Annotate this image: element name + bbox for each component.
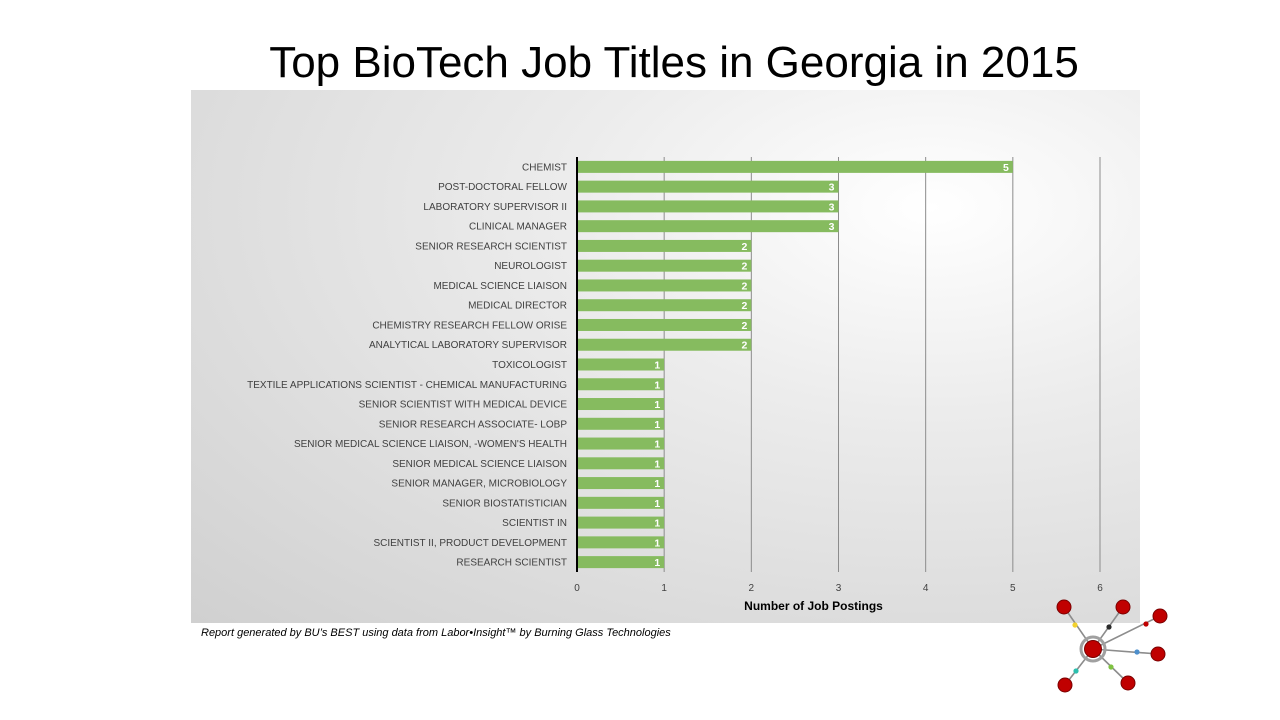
x-tick-label: 2: [749, 583, 755, 594]
category-label: SENIOR MEDICAL SCIENCE LIAISON, -WOMEN'S…: [294, 439, 567, 450]
category-label: SENIOR BIOSTATISTICIAN: [442, 498, 567, 509]
bar: [577, 279, 752, 292]
bar: [577, 338, 752, 351]
logo-dot: [1134, 649, 1140, 655]
category-label: CLINICAL MANAGER: [469, 222, 567, 233]
bar: [577, 160, 1013, 173]
bar: [577, 180, 839, 193]
data-label: 2: [741, 280, 747, 292]
category-label: TOXICOLOGIST: [492, 360, 567, 371]
x-tick-label: 0: [574, 583, 580, 594]
bar: [577, 417, 665, 430]
logo-hub: [1084, 640, 1102, 658]
bar: [577, 496, 665, 509]
data-label: 1: [654, 537, 660, 549]
logo-dot: [1108, 664, 1114, 670]
bar: [577, 358, 665, 371]
logo-dot: [1143, 621, 1149, 627]
logo-node: [1152, 608, 1168, 624]
data-label: 5: [1003, 162, 1009, 174]
category-label: SENIOR RESEARCH ASSOCIATE- LOBP: [379, 419, 568, 430]
data-label: 1: [654, 478, 660, 490]
category-label: LABORATORY SUPERVISOR II: [423, 202, 567, 213]
data-label: 3: [829, 201, 835, 213]
logo-dot: [1073, 668, 1079, 674]
data-label: 3: [829, 221, 835, 233]
category-label: CHEMISTRY RESEARCH FELLOW ORISE: [372, 320, 567, 331]
bar: [577, 259, 752, 272]
chart-panel: CHEMIST 5 POST-DOCTORAL FELLOW 3 LABORATORY …: [191, 90, 1140, 623]
bar: [577, 220, 839, 233]
logo-node: [1120, 675, 1136, 691]
bar: [577, 457, 665, 470]
page-title: Top BioTech Job Titles in Georgia in 201…: [269, 38, 1079, 87]
bar: [577, 437, 665, 450]
bar: [577, 239, 752, 252]
x-tick-label: 1: [661, 583, 667, 594]
data-label: 1: [654, 439, 660, 451]
category-label: MEDICAL SCIENCE LIAISON: [433, 281, 567, 292]
category-label: CHEMIST: [522, 162, 567, 173]
bar: [577, 477, 665, 490]
data-label: 1: [654, 379, 660, 391]
x-tick-label: 5: [1010, 583, 1016, 594]
data-label: 1: [654, 458, 660, 470]
bar: [577, 536, 665, 549]
data-label: 1: [654, 498, 660, 510]
bar: [577, 378, 665, 391]
x-tick-label: 3: [836, 583, 842, 594]
x-tick-label: 6: [1097, 583, 1103, 594]
data-label: 2: [741, 241, 747, 253]
x-tick-label: 4: [923, 583, 929, 594]
category-label: SCIENTIST IN: [502, 518, 567, 529]
category-label: ANALYTICAL LABORATORY SUPERVISOR: [369, 340, 567, 351]
category-label: SENIOR MANAGER, MICROBIOLOGY: [391, 479, 567, 490]
bar: [577, 200, 839, 213]
logo-dot: [1072, 622, 1078, 628]
logo-dot: [1106, 624, 1112, 630]
data-label: 1: [654, 518, 660, 530]
bar: [577, 299, 752, 312]
bar: [577, 318, 752, 331]
data-label: 2: [741, 340, 747, 352]
logo-node: [1150, 646, 1166, 662]
logo-hub-ring: [1079, 635, 1107, 663]
category-label: MEDICAL DIRECTOR: [468, 301, 567, 312]
bar: [577, 398, 665, 411]
category-label: TEXTILE APPLICATIONS SCIENTIST - CHEMICA…: [247, 380, 567, 391]
category-label: POST-DOCTORAL FELLOW: [438, 182, 567, 193]
category-label: SENIOR RESEARCH SCIENTIST: [415, 241, 567, 252]
data-label: 2: [741, 320, 747, 332]
data-label: 2: [741, 261, 747, 273]
logo-node: [1057, 677, 1073, 693]
bar: [577, 516, 665, 529]
data-label: 1: [654, 419, 660, 431]
x-axis-title: Number of Job Postings: [744, 599, 883, 613]
category-label: SENIOR SCIENTIST WITH MEDICAL DEVICE: [359, 400, 568, 411]
data-label: 2: [741, 300, 747, 312]
data-label: 1: [654, 557, 660, 569]
logo-node: [1115, 599, 1131, 615]
category-label: SCIENTIST II, PRODUCT DEVELOPMENT: [373, 538, 567, 549]
data-label: 1: [654, 360, 660, 372]
data-label: 3: [829, 182, 835, 194]
bar: [577, 556, 665, 569]
network-hub-logo-icon: [1056, 599, 1168, 693]
category-label: RESEARCH SCIENTIST: [456, 558, 567, 569]
footer-note: Report generated by BU’s BEST using data…: [201, 627, 671, 639]
category-label: SENIOR MEDICAL SCIENCE LIAISON: [392, 459, 567, 470]
logo-node: [1056, 599, 1072, 615]
data-label: 1: [654, 399, 660, 411]
bar-chart: CHEMIST 5 POST-DOCTORAL FELLOW 3 LABORATORY …: [247, 157, 1103, 613]
category-label: NEUROLOGIST: [494, 261, 567, 272]
